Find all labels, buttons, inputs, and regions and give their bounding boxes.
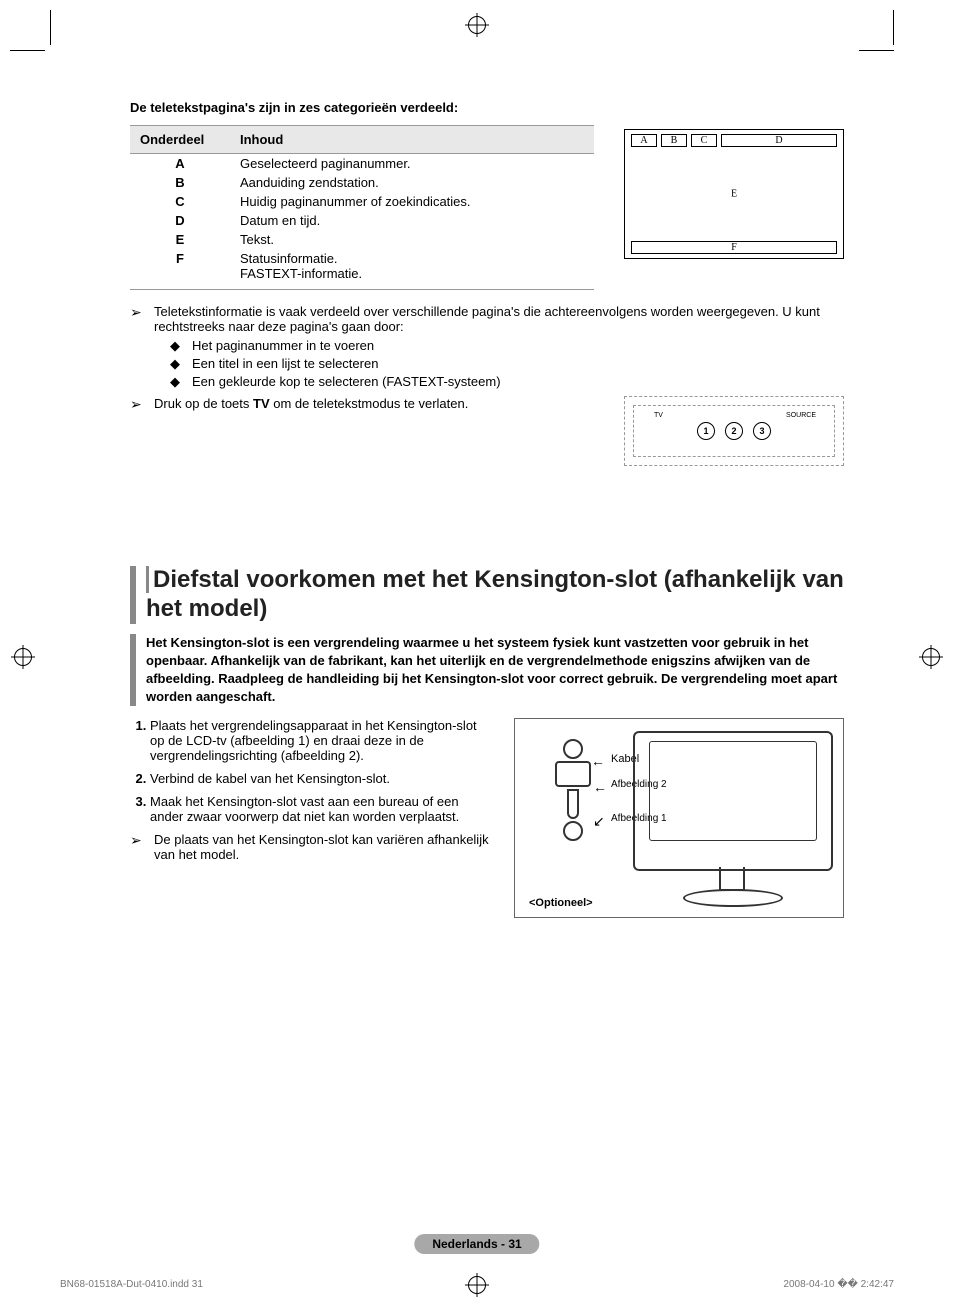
bullet-text: Een gekleurde kop te selecteren (FASTEXT… [192,374,501,390]
cell-content: Aanduiding zendstation. [230,173,594,192]
diagram-box-d: D [721,134,837,147]
bullet-item: ◆ Een gekleurde kop te selecteren (FASTEX… [170,374,844,390]
remote-button-3: 3 [753,422,771,440]
note-text: Teletekstinformatie is vaak verdeeld ove… [154,304,820,334]
section-intro: Het Kensington-slot is een vergrendeling… [130,634,844,707]
label-optioneel: <Optioneel> [529,897,593,909]
instruction-item: Plaats het vergrendelingsapparaat in het… [150,718,494,763]
cell-content: Statusinformatie.FASTEXT-informatie. [230,249,594,283]
lock-tip-icon [567,789,579,819]
bullet-text: Het paginanummer in te voeren [192,338,374,354]
diagram-box-b: B [661,134,687,147]
table-row: CHuidig paginanummer of zoekindicaties. [130,192,594,211]
remote-source-label: SOURCE [786,412,816,419]
col-header-content: Inhoud [230,126,594,154]
section-title: Diefstal voorkomen met het Kensington-sl… [130,566,844,624]
diamond-bullet-icon: ◆ [170,356,184,372]
page-number-pill: Nederlands - 31 [414,1234,539,1254]
footer-timestamp: 2008-04-10 �� 2:42:47 [783,1279,894,1290]
crop-mark [893,10,894,45]
crop-mark [859,50,894,51]
bullet-item: ◆ Een titel in een lijst te selecteren [170,356,844,372]
cable-loop-icon [563,739,583,759]
arrow-icon: ← [593,779,607,795]
diagram-box-c: C [691,134,717,147]
remote-tv-label: TV [654,412,663,419]
remote-button-2: 2 [725,422,743,440]
table-row: AGeselecteerd paginanummer. [130,154,594,174]
bullet-item: ◆ Het paginanummer in te voeren [170,338,844,354]
cell-part: F [130,249,230,283]
diagram-box-a: A [631,134,657,147]
cell-part: B [130,173,230,192]
arrow-icon: ← [591,753,605,769]
note-arrow-icon: ➢ [130,304,146,392]
note-text: Druk op de toets TV om de teletekstmodus… [154,396,604,413]
diagram-box-f: F [631,241,837,254]
diagram-box-e: E [731,189,737,200]
kensington-lock-diagram: ← ← ↙ Kabel Afbeelding 2 Afbeelding 1 <O… [514,718,844,918]
remote-button-1: 1 [697,422,715,440]
table-row: DDatum en tijd. [130,211,594,230]
registration-mark-icon [468,16,486,34]
lock-ring-icon [563,821,583,841]
cell-content: Huidig paginanummer of zoekindicaties. [230,192,594,211]
tv-body-icon [633,731,833,871]
cell-part: C [130,192,230,211]
table-row: FStatusinformatie.FASTEXT-informatie. [130,249,594,283]
crop-mark [10,50,45,51]
note-arrow-icon: ➢ [130,832,146,862]
instruction-item: Maak het Kensington-slot vast aan een bu… [150,794,494,824]
document-footer: BN68-01518A-Dut-0410.indd 31 2008-04-10 … [60,1279,894,1290]
intro-heading: De teletekstpagina's zijn in zes categor… [130,100,844,115]
cell-part: A [130,154,230,174]
page-content: De teletekstpagina's zijn in zes categor… [130,100,844,1224]
diamond-bullet-icon: ◆ [170,338,184,354]
category-table: Onderdeel Inhoud AGeselecteerd paginanum… [130,125,594,290]
instruction-item: Verbind de kabel van het Kensington-slot… [150,771,494,786]
cell-part: E [130,230,230,249]
footer-filename: BN68-01518A-Dut-0410.indd 31 [60,1279,203,1290]
bullet-text: Een titel in een lijst te selecteren [192,356,378,372]
tv-screen-icon [649,741,817,841]
tv-stand-icon [683,889,783,907]
registration-mark-icon [14,648,32,666]
teletext-layout-diagram: A B C D E F [624,129,844,259]
instructions-list: Plaats het vergrendelingsapparaat in het… [130,718,494,824]
crop-mark [50,10,51,45]
arrow-icon: ↙ [593,813,605,830]
registration-mark-icon [922,648,940,666]
col-header-part: Onderdeel [130,126,230,154]
tv-neck-icon [719,867,745,891]
table-row: ETekst. [130,230,594,249]
cell-content: Datum en tijd. [230,211,594,230]
diamond-bullet-icon: ◆ [170,374,184,390]
cell-content: Geselecteerd paginanummer. [230,154,594,174]
cell-part: D [130,211,230,230]
table-row: BAanduiding zendstation. [130,173,594,192]
note-arrow-icon: ➢ [130,396,146,413]
lock-body-icon [555,761,591,787]
cell-content: Tekst. [230,230,594,249]
remote-control-diagram: TV SOURCE 1 2 3 [624,396,844,466]
note-text: De plaats van het Kensington-slot kan va… [154,832,494,862]
